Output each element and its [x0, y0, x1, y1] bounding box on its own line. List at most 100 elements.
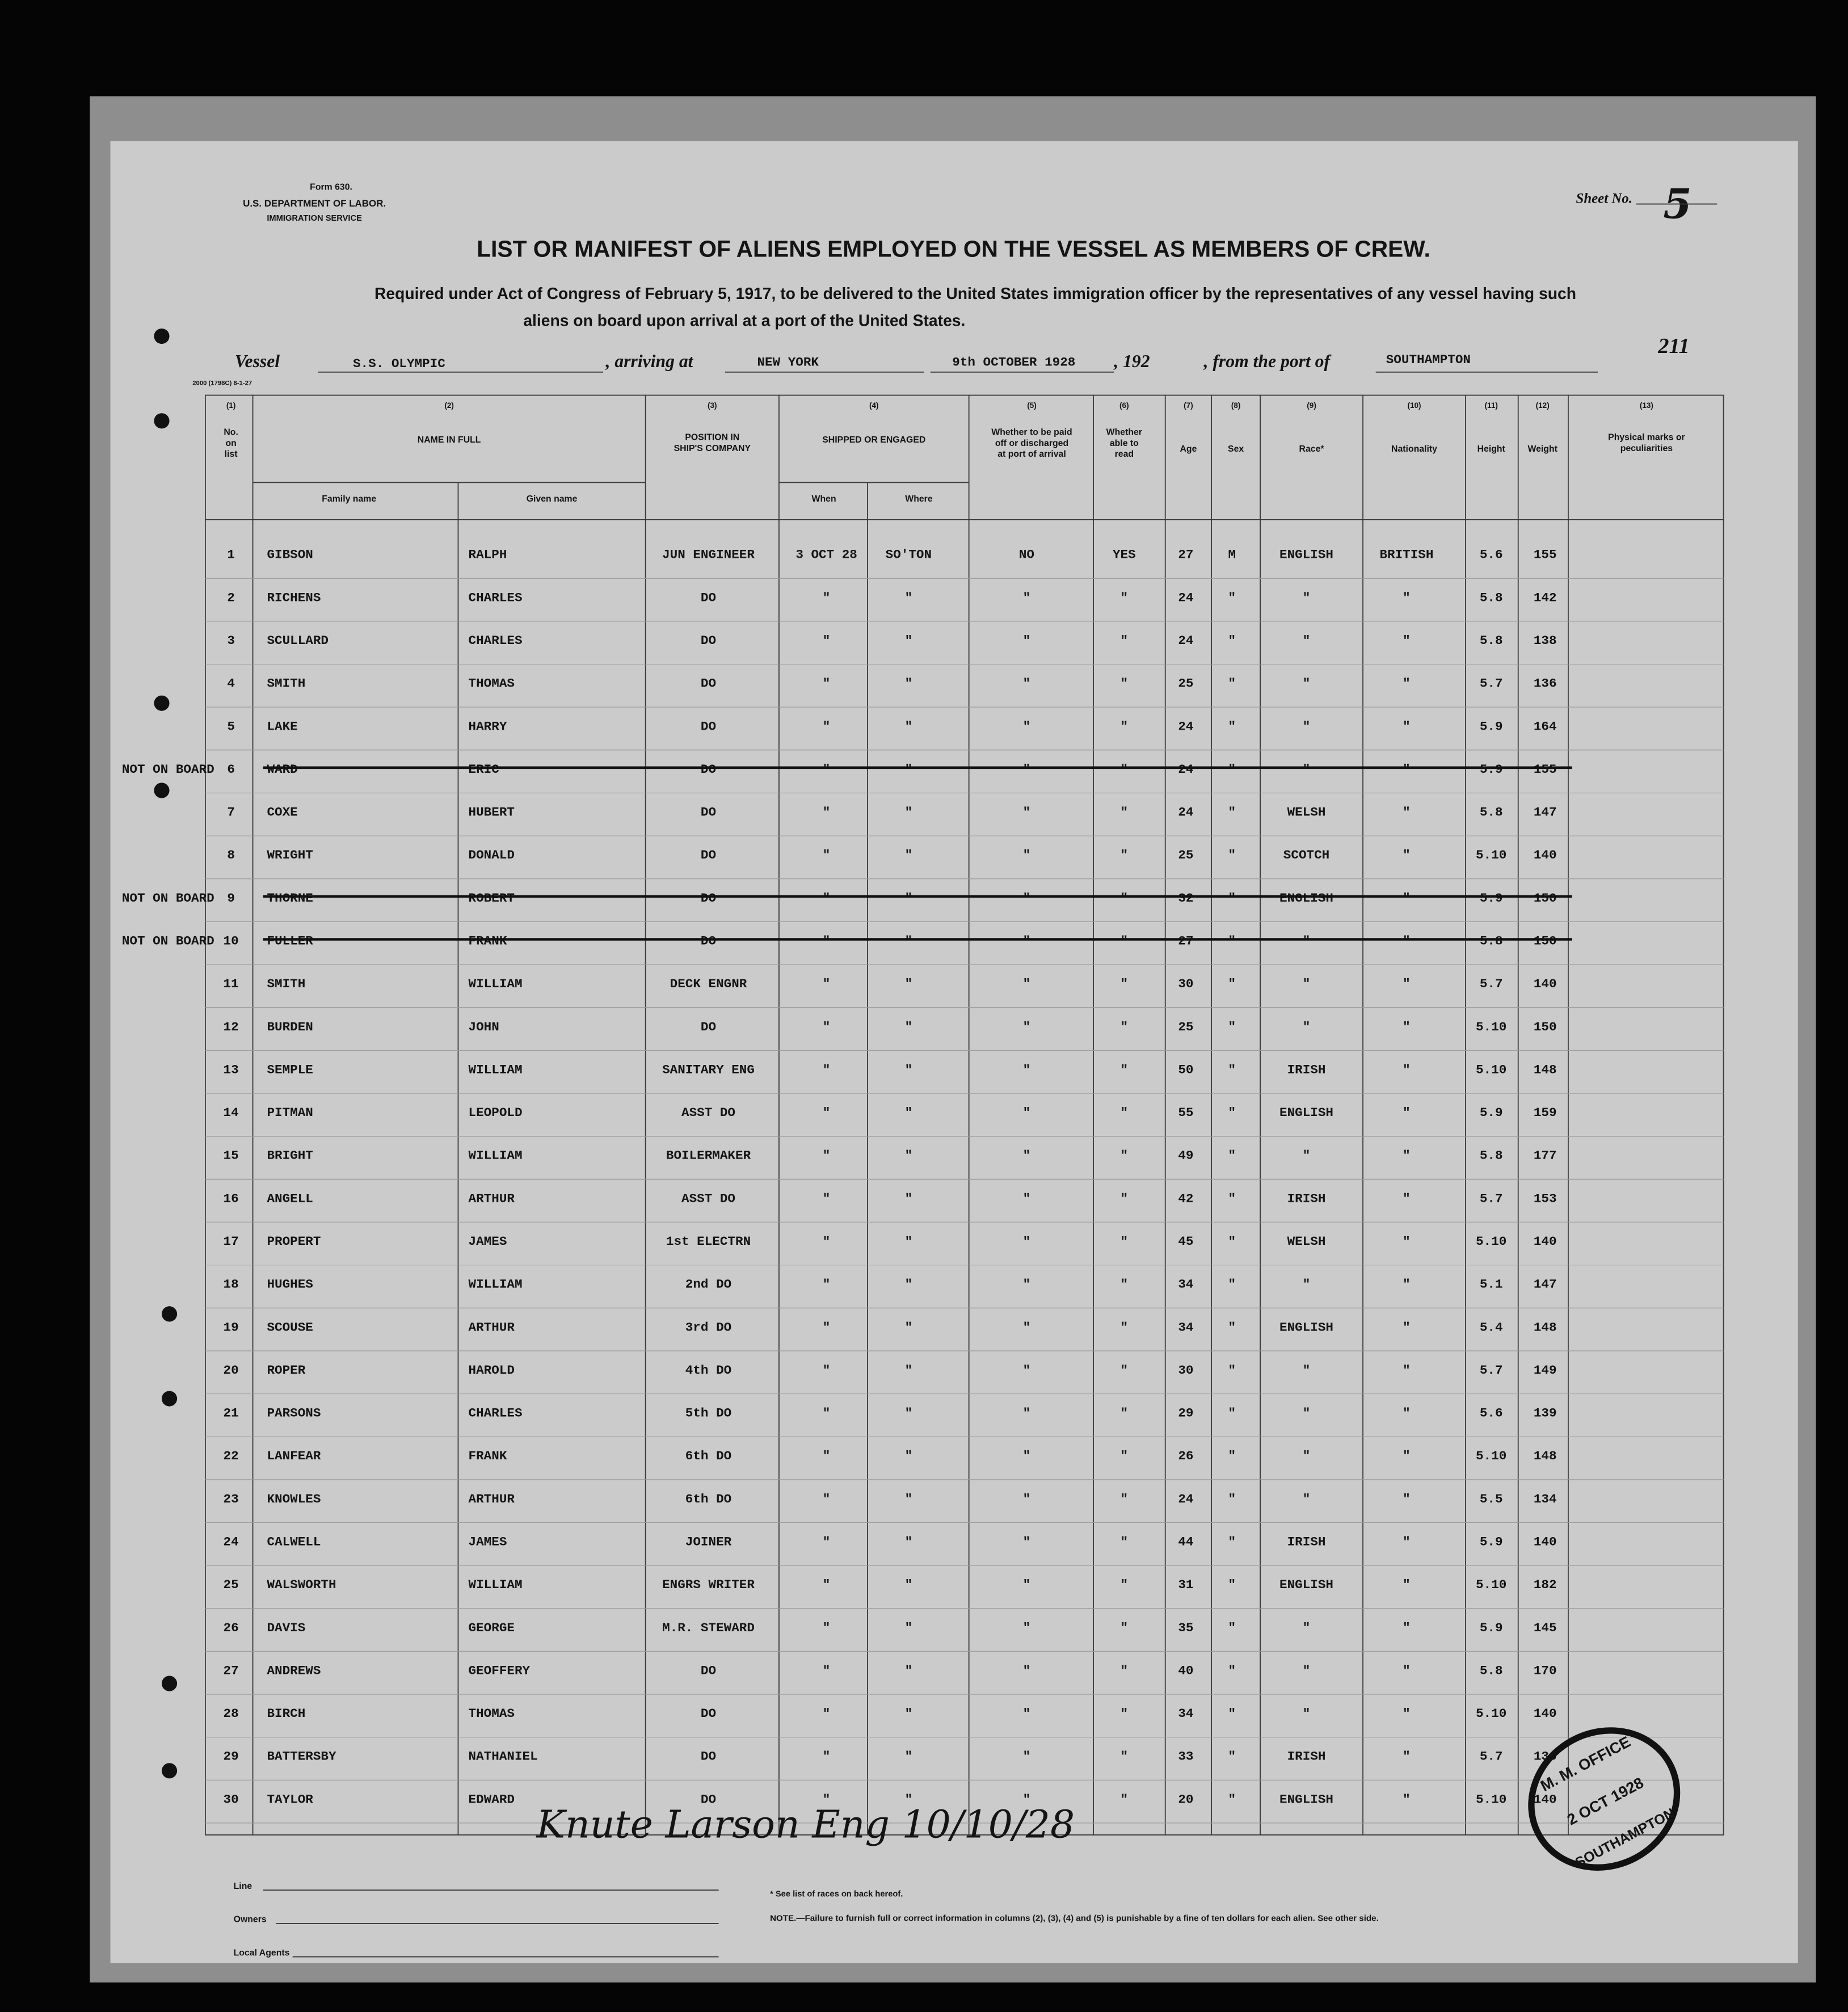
cell: " — [905, 1406, 913, 1421]
cell: 49 — [1178, 1148, 1193, 1163]
cell: 155 — [1534, 762, 1557, 777]
cell: 5.9 — [1480, 891, 1503, 906]
column-number: (6) — [1119, 401, 1129, 410]
cell: DO — [701, 934, 716, 949]
cell: " — [1303, 1363, 1311, 1378]
not-on-board-note: NOT ON BOARD — [122, 934, 214, 949]
year-prefix: , 192 — [1113, 351, 1150, 371]
cell: " — [1403, 848, 1411, 862]
department: U.S. DEPARTMENT OF LABOR. — [243, 198, 386, 209]
cell: " — [1023, 1406, 1031, 1421]
cell: DO — [701, 590, 716, 605]
cell: LANFEAR — [267, 1449, 321, 1463]
cell: 5.8 — [1480, 934, 1503, 949]
cell: DO — [701, 1020, 716, 1034]
cell: WILLIAM — [469, 1277, 523, 1292]
column-label: Nationality — [1391, 444, 1437, 454]
cell: " — [1121, 1148, 1129, 1163]
cell: " — [1303, 590, 1311, 605]
footer-note: NOTE.—Failure to furnish full or correct… — [770, 1913, 1379, 1923]
cell: " — [1023, 1449, 1031, 1463]
cell: HAROLD — [469, 1363, 515, 1378]
cell: 5.4 — [1480, 1320, 1503, 1335]
cell: 55 — [1178, 1105, 1193, 1120]
cell: 182 — [1534, 1577, 1557, 1592]
cell: 148 — [1534, 1449, 1557, 1463]
cell: 149 — [1534, 1363, 1557, 1378]
cell: 6th DO — [685, 1449, 731, 1463]
cell: " — [1121, 590, 1129, 605]
cell: " — [1403, 891, 1411, 906]
cell: " — [823, 1620, 831, 1635]
cell: BIRCH — [267, 1706, 305, 1721]
cell: 34 — [1178, 1320, 1193, 1335]
cell: NATHANIEL — [469, 1749, 538, 1764]
footnote: * See list of races on back hereof. — [770, 1889, 903, 1899]
cell: RALPH — [469, 548, 507, 562]
cell: 15 — [224, 1148, 239, 1163]
service: IMMIGRATION SERVICE — [267, 214, 362, 223]
cell: TAYLOR — [267, 1792, 313, 1807]
cell: 24 — [1178, 762, 1193, 777]
cell: " — [823, 1406, 831, 1421]
cell: 12 — [224, 1020, 239, 1034]
column-label: read — [1115, 449, 1134, 459]
cell: " — [1023, 1020, 1031, 1034]
line-label: Line — [234, 1881, 252, 1891]
cell: DO — [701, 1792, 716, 1807]
cell: ARTHUR — [469, 1320, 515, 1335]
cell: 25 — [1178, 1020, 1193, 1034]
cell: " — [1121, 1320, 1129, 1335]
cell: 44 — [1178, 1535, 1193, 1550]
cell: " — [1228, 1792, 1236, 1807]
cell: 50 — [1178, 1062, 1193, 1077]
cell: HUBERT — [469, 805, 515, 820]
cell: " — [823, 1363, 831, 1378]
cell: WILLIAM — [469, 976, 523, 991]
cell: 18 — [224, 1277, 239, 1292]
cell: " — [823, 1449, 831, 1463]
cell: " — [1228, 1062, 1236, 1077]
cell: M.R. STEWARD — [662, 1620, 755, 1635]
cell: THOMAS — [469, 1706, 515, 1721]
cell: " — [1303, 1663, 1311, 1678]
not-on-board-note: NOT ON BOARD — [122, 762, 214, 777]
column-number: (11) — [1485, 401, 1498, 410]
cell: " — [1121, 1749, 1129, 1764]
cell: " — [1403, 1449, 1411, 1463]
table-frame — [204, 394, 1724, 1836]
cell: " — [1403, 1105, 1411, 1120]
cell: 5.7 — [1480, 1191, 1503, 1206]
cell: " — [1228, 1105, 1236, 1120]
cell: " — [1121, 1449, 1129, 1463]
cell: 3 — [227, 633, 235, 648]
column-label: Whether to be paid — [991, 428, 1072, 437]
cell: 2nd DO — [685, 1277, 731, 1292]
cell: " — [905, 1148, 913, 1163]
column-number: (9) — [1307, 401, 1316, 410]
cell: " — [1121, 1363, 1129, 1378]
cell: 6 — [227, 762, 235, 777]
cell: " — [1228, 1234, 1236, 1249]
cell: " — [1023, 934, 1031, 949]
cell: " — [1403, 1062, 1411, 1077]
cell: ENGLISH — [1279, 548, 1333, 562]
column-label: Height — [1477, 444, 1506, 454]
cell: " — [1403, 1363, 1411, 1378]
cell: " — [1228, 1148, 1236, 1163]
cell: " — [905, 934, 913, 949]
cell: LEOPOLD — [469, 1105, 523, 1120]
cell: " — [1228, 1749, 1236, 1764]
cell: " — [905, 1449, 913, 1463]
cell: " — [1303, 1449, 1311, 1463]
cell: CHARLES — [469, 633, 523, 648]
cell: 5.1 — [1480, 1277, 1503, 1292]
sheet-label: Sheet No. — [1576, 191, 1632, 206]
cell: " — [1228, 976, 1236, 991]
cell: WALSWORTH — [267, 1577, 336, 1592]
cell: 25 — [1178, 848, 1193, 862]
cell: 24 — [224, 1535, 239, 1550]
column-label: on — [225, 439, 236, 448]
